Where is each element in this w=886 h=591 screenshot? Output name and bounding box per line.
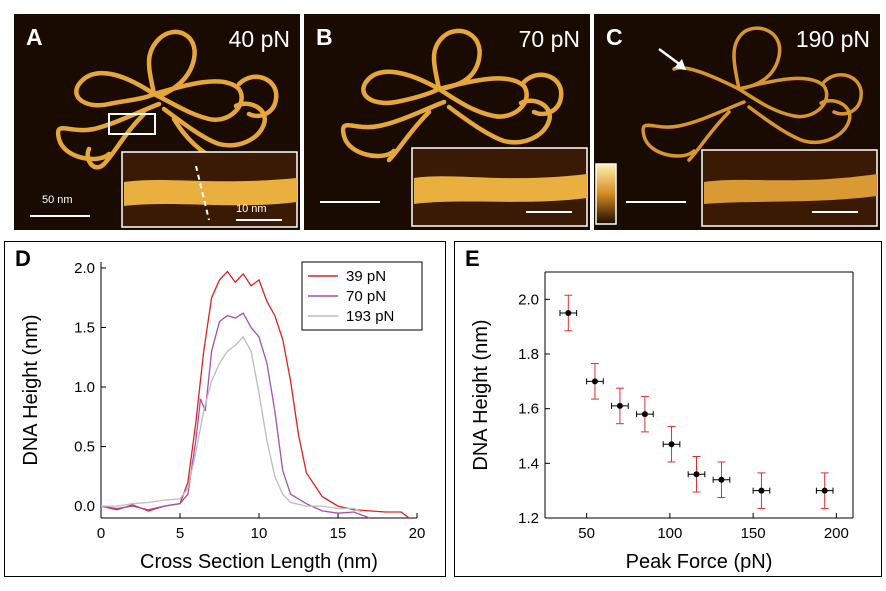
data-point (565, 310, 572, 316)
y-axis-title: DNA Height (nm) (20, 314, 42, 465)
legend-label: 39 pN (346, 268, 386, 285)
panel-letter-e: E (465, 246, 480, 271)
scale-bar-label-main: 50 nm (42, 194, 73, 206)
scale-bar-label-inset: 10 nm (236, 203, 267, 215)
chart-e: 50 100 150 200 1.2 1.4 1.6 1.8 2.0 Peak Force (pN… (470, 271, 854, 573)
data-point (668, 441, 675, 448)
x-tick-label: 15 (330, 525, 347, 542)
y-tick-label: 1.4 (518, 455, 539, 472)
afm-panel-a: A 40 pN 50 nm 10 nm (14, 14, 300, 230)
x-axis-title: Cross Section Length (nm) (140, 551, 378, 573)
legend-label: 193 pN (346, 308, 394, 325)
x-tick-label: 100 (657, 525, 682, 542)
panel-letter-b: B (316, 24, 333, 50)
afm-image-a (30, 29, 298, 228)
data-point (821, 487, 828, 494)
chart-panel-d: D 0 5 10 15 20 0.0 0.5 1.0 1.5 2.0 Cross Section L… (4, 241, 446, 577)
x-tick-label: 20 (409, 525, 426, 542)
y-tick-label: 2.0 (74, 260, 95, 277)
x-axis-title: Peak Force (pN) (626, 551, 773, 573)
x-tick-label: 150 (741, 525, 766, 542)
data-point (591, 378, 598, 385)
x-tick-label: 50 (578, 525, 595, 542)
afm-panel-b: B 70 pN (304, 14, 590, 230)
x-tick-label: 0 (97, 525, 105, 542)
chart-panel-e: E 50 100 150 200 1.2 1.4 1.6 1.8 2.0 Peak Force (… (454, 241, 882, 577)
data-point (718, 476, 725, 483)
y-tick-label: 1.2 (518, 510, 539, 527)
force-label-b: 70 pN (518, 26, 580, 52)
y-tick-label: 1.8 (518, 346, 539, 363)
afm-image-b (320, 28, 588, 227)
force-label-a: 40 pN (228, 26, 290, 52)
y-tick-label: 0.5 (74, 439, 95, 456)
y-tick-label: 1.6 (518, 401, 539, 418)
force-label-c: 190 pN (795, 26, 870, 52)
y-tick-label: 1.0 (74, 379, 95, 396)
data-point (758, 487, 765, 494)
x-tick-label: 200 (824, 525, 849, 542)
x-tick-label: 10 (251, 525, 268, 542)
y-tick-label: 2.0 (518, 291, 539, 308)
panel-letter-a: A (26, 24, 43, 50)
data-point (641, 411, 648, 418)
x-tick-label: 5 (176, 525, 184, 542)
chart-d: 0 5 10 15 20 0.0 0.5 1.0 1.5 2.0 Cross Section Len… (20, 260, 426, 573)
series-line-2 (101, 335, 362, 513)
legend-label: 70 pN (346, 288, 386, 305)
data-point (616, 402, 623, 409)
y-axis-title: DNA Height (nm) (470, 319, 492, 470)
y-tick-label: 1.5 (74, 319, 95, 336)
series-line-1 (100, 312, 370, 519)
data-point (693, 471, 700, 478)
afm-panel-c: C 190 pN (594, 14, 880, 230)
afm-image-c (595, 26, 878, 227)
panel-letter-c: C (606, 24, 623, 50)
y-tick-label: 0.0 (74, 498, 95, 515)
panel-letter-d: D (15, 246, 31, 271)
